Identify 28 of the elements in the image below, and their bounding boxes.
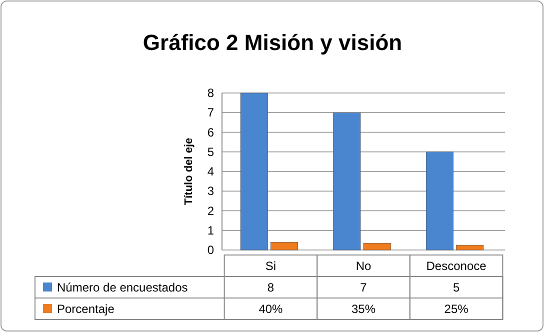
y-tick-label: 7 — [207, 106, 214, 120]
bar — [426, 152, 454, 250]
x-tick-label: No — [356, 259, 372, 273]
legend-label: Porcentaje — [57, 302, 115, 316]
data-label: 35% — [351, 302, 376, 316]
data-label: 8 — [267, 280, 274, 294]
y-tick-label: 0 — [207, 243, 214, 257]
bar — [363, 242, 391, 250]
x-tick-label: Si — [265, 259, 276, 273]
y-tick-label: 8 — [207, 86, 214, 100]
y-axis-title: Título del eje — [183, 138, 195, 206]
y-tick-label: 2 — [207, 204, 214, 218]
data-label: 25% — [444, 302, 469, 316]
bar — [456, 244, 484, 250]
y-tick-label: 3 — [207, 184, 214, 198]
bar — [270, 242, 298, 250]
data-label: 5 — [452, 280, 460, 294]
y-tick-label: 4 — [207, 164, 214, 178]
y-tick-label: 1 — [207, 223, 214, 238]
x-tick-label: Desconoce — [426, 259, 487, 273]
chart-title: Gráfico 2 Misión y visión — [142, 30, 402, 55]
data-label: 7 — [360, 280, 368, 294]
data-label: 40% — [258, 302, 284, 316]
bar — [333, 112, 361, 250]
legend-label: Número de encuestados — [57, 280, 188, 294]
y-tick-label: 5 — [207, 144, 214, 159]
bar — [240, 92, 268, 250]
y-tick-label: 6 — [207, 125, 214, 140]
